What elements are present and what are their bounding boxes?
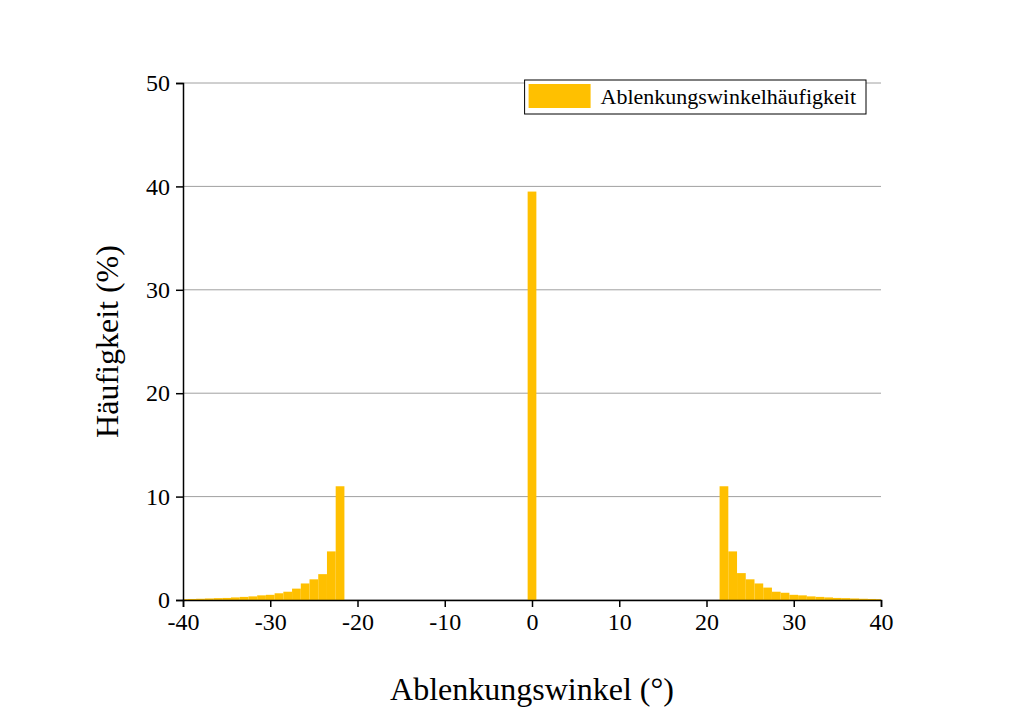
y-axis-title: Häufigkeit (%) (89, 245, 125, 438)
bar (222, 598, 231, 600)
bar (257, 595, 266, 600)
bar (327, 551, 336, 600)
bar (266, 595, 275, 600)
bar (746, 579, 755, 600)
bar (292, 589, 301, 600)
x-tick: -30 (255, 600, 287, 635)
y-tick-label: 10 (146, 484, 170, 510)
bar (728, 551, 737, 600)
x-tick: 30 (782, 600, 806, 635)
bar (772, 592, 781, 600)
x-tick-mark (706, 600, 708, 607)
bars (183, 192, 881, 600)
legend: Ablenkungswinkelhäufigkeit (525, 80, 866, 114)
bar (754, 583, 763, 600)
x-tick-label: 20 (695, 609, 719, 635)
y-tick-mark (176, 600, 183, 602)
bar (737, 573, 746, 600)
x-axis-line (184, 601, 882, 608)
bar (336, 486, 345, 600)
bar (310, 579, 319, 600)
chart: -40 -30 -20 -10 0 10 20 30 40 0 10 20 30 40 50 Ablenkun… (0, 0, 1024, 719)
x-tick: 40 (870, 600, 894, 635)
bar (816, 597, 825, 600)
x-tick-mark (794, 600, 796, 607)
bar (807, 596, 816, 600)
y-tick-mark (176, 393, 183, 395)
bar (720, 486, 729, 600)
x-axis-title: Ablenkungswinkel (°) (390, 671, 674, 707)
bar (789, 595, 798, 600)
bar (283, 592, 292, 600)
bar (275, 593, 284, 600)
x-tick-label: -10 (429, 609, 461, 635)
bar (842, 598, 851, 600)
y-tick: 40 (146, 174, 183, 200)
y-tick: 30 (146, 277, 183, 303)
y-tick-mark (176, 290, 183, 292)
x-tick-label: -30 (255, 609, 287, 635)
x-tick-mark (532, 600, 534, 607)
legend-label: Ablenkungswinkelhäufigkeit (601, 84, 856, 109)
y-axis-line (176, 84, 184, 601)
x-tick-mark (881, 600, 883, 607)
legend-item: Ablenkungswinkelhäufigkeit (529, 84, 856, 109)
x-tick: -10 (429, 600, 461, 635)
bar (528, 192, 537, 600)
bar (214, 598, 223, 600)
bar (833, 598, 842, 600)
y-tick-mark (176, 186, 183, 188)
x-tick-label: 40 (870, 609, 894, 635)
x-tick-label: 0 (527, 609, 539, 635)
bar (781, 593, 790, 600)
x-tick: -20 (342, 600, 374, 635)
x-tick: 0 (527, 600, 539, 635)
y-tick: 20 (146, 380, 183, 406)
y-tick: 0 (158, 587, 183, 613)
legend-swatch (529, 84, 591, 108)
grid (183, 83, 881, 600)
bar (301, 583, 310, 600)
y-tick-label: 30 (146, 277, 170, 303)
legend-frame (525, 80, 866, 114)
y-tick: 50 (146, 70, 183, 96)
bar (231, 597, 240, 600)
x-tick-mark (357, 600, 359, 607)
bar (798, 595, 807, 600)
y-tick-mark (176, 83, 183, 85)
bar (318, 574, 327, 600)
bar (248, 596, 257, 600)
grid-line (183, 186, 881, 187)
y-axis: 0 10 20 30 40 50 (146, 70, 184, 613)
x-axis: -40 -30 -20 -10 0 10 20 30 40 (168, 600, 894, 635)
x-tick-mark (445, 600, 447, 607)
y-tick-label: 50 (146, 70, 170, 96)
x-tick-label: -20 (342, 609, 374, 635)
x-tick-label: 30 (782, 609, 806, 635)
x-tick-mark (619, 600, 621, 607)
bar (763, 588, 772, 600)
y-tick: 10 (146, 484, 183, 510)
bar (240, 597, 249, 600)
y-tick-label: 0 (158, 587, 170, 613)
bar (824, 597, 833, 600)
y-tick-label: 20 (146, 380, 170, 406)
y-tick-mark (176, 496, 183, 498)
x-tick-label: -40 (168, 609, 200, 635)
x-tick: 20 (695, 600, 719, 635)
x-tick: 10 (608, 600, 632, 635)
x-tick-label: 10 (608, 609, 632, 635)
y-tick-label: 40 (146, 174, 170, 200)
x-tick: -40 (168, 600, 200, 635)
x-tick-mark (270, 600, 272, 607)
